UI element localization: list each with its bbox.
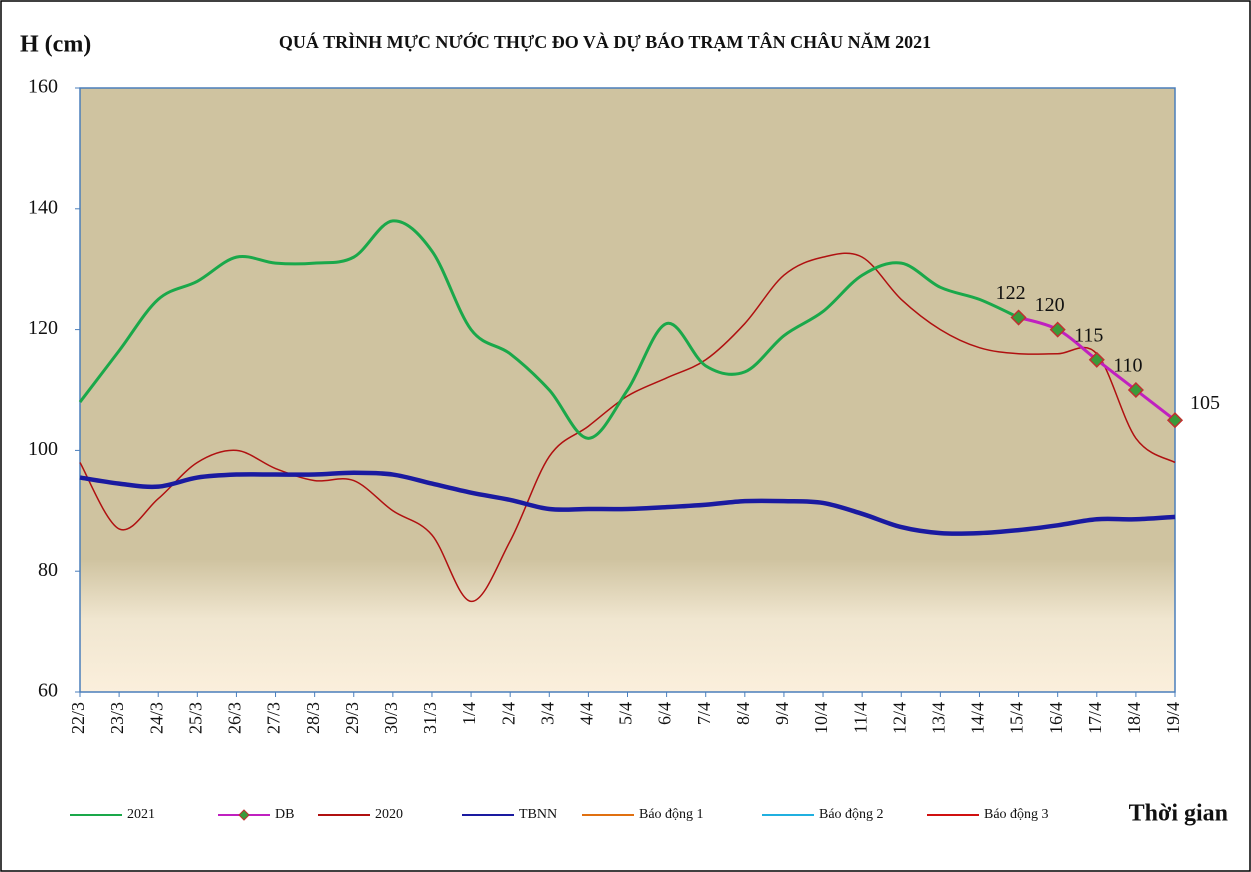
legend-label: TBNN: [519, 807, 557, 822]
marker: [1049, 321, 1066, 338]
x-tick-label: 13/4: [928, 702, 948, 734]
legend-label: 2021: [127, 807, 155, 822]
series-line: [78, 219, 1020, 440]
data-label: 122: [996, 282, 1026, 304]
data-label: 115: [1074, 324, 1103, 346]
series-line: [79, 470, 1176, 536]
legend-label: DB: [275, 807, 294, 822]
x-tick-label: 17/4: [1085, 702, 1105, 734]
x-tick-label: 16/4: [1046, 702, 1066, 734]
marker: [1088, 351, 1105, 368]
x-tick-label: 29/3: [342, 702, 362, 734]
x-tick-label: 24/3: [146, 702, 166, 734]
x-tick-label: 19/4: [1163, 702, 1183, 734]
marker: [1127, 381, 1144, 399]
x-tick-label: 31/3: [420, 702, 440, 734]
x-tick-label: 9/4: [772, 702, 792, 725]
x-tick-label: 30/3: [381, 702, 401, 734]
x-tick-label: 7/4: [694, 702, 714, 725]
x-tick-label: 15/4: [1007, 702, 1027, 734]
x-tick-label: 2/4: [498, 702, 518, 725]
y-tick-label: 60: [38, 680, 58, 702]
legend-marker: [238, 809, 250, 821]
x-tick-label: 27/3: [264, 702, 284, 734]
x-tick-label: 4/4: [577, 702, 597, 725]
x-tick-label: 3/4: [537, 702, 557, 725]
x-tick-label: 25/3: [185, 702, 205, 734]
x-tick-label: 26/3: [225, 702, 245, 734]
chart-title: QUÁ TRÌNH MỰC NƯỚC THỰC ĐO VÀ DỰ BÁO TRẠ…: [279, 31, 931, 52]
y-tick-label: 140: [28, 196, 58, 218]
x-tick-label: 22/3: [68, 702, 88, 734]
marker: [1166, 412, 1184, 429]
y-axis-title: H (cm): [20, 32, 91, 58]
x-tick-label: 10/4: [811, 702, 831, 734]
legend-label: 2020: [375, 807, 403, 822]
y-tick-label: 100: [28, 438, 58, 460]
legend-label: Báo động 1: [639, 807, 704, 822]
data-label: 120: [1035, 294, 1065, 316]
y-tick-label: 160: [28, 76, 58, 98]
legend-label: Báo động 2: [819, 807, 884, 822]
x-tick-label: 14/4: [968, 702, 988, 734]
data-label: 105: [1190, 392, 1220, 414]
x-tick-label: 11/4: [850, 702, 870, 733]
legend-label: Báo động 3: [984, 807, 1049, 822]
x-tick-label: 12/4: [889, 702, 909, 734]
x-tick-label: 5/4: [616, 702, 636, 725]
x-axis-title: Thời gian: [1129, 801, 1228, 827]
data-label: 110: [1113, 355, 1142, 377]
x-tick-label: 6/4: [655, 702, 675, 725]
x-tick-label: 8/4: [733, 702, 753, 725]
x-tick-label: 18/4: [1124, 702, 1144, 734]
x-tick-label: 28/3: [303, 702, 323, 734]
y-tick-label: 80: [38, 559, 58, 581]
x-tick-label: 1/4: [459, 702, 479, 725]
marker: [1010, 309, 1027, 326]
y-tick-label: 120: [28, 317, 58, 339]
x-tick-label: 23/3: [107, 702, 127, 734]
